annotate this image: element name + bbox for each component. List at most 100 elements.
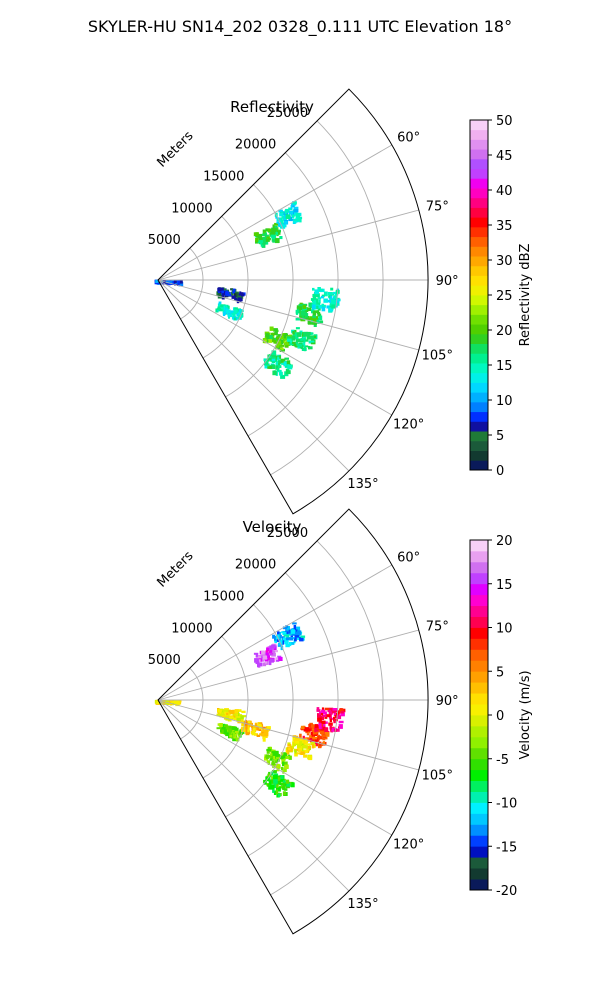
echo-pixel [308, 346, 313, 350]
colorbar-swatch [470, 572, 488, 585]
echo-pixel [233, 309, 238, 315]
echo-pixel [270, 232, 274, 236]
echo-pixel [337, 710, 340, 714]
echo-region [216, 287, 246, 304]
echo-pixel [322, 737, 326, 741]
echo-pixel [275, 365, 280, 370]
echo-pixel [271, 358, 276, 362]
echo-pixel [239, 715, 244, 720]
echo-pixel [171, 700, 175, 704]
echo-pixel [330, 287, 334, 291]
echo-pixel [321, 709, 326, 712]
echo-pixel [282, 632, 287, 635]
echo-pixel [292, 741, 296, 747]
echo-pixel [329, 711, 332, 715]
echo-pixel [253, 652, 259, 655]
theta-tick-label: 90° [436, 694, 459, 709]
echo-pixel [278, 209, 283, 213]
echo-pixel [276, 754, 280, 757]
colorbar-tick-label: 0 [496, 709, 504, 724]
echo-pixel [225, 709, 231, 714]
echo-pixel [309, 335, 315, 340]
echo-pixel [261, 733, 264, 737]
echo-pixel [224, 711, 226, 717]
echo-pixel [219, 307, 224, 311]
echo-pixel [288, 207, 293, 211]
echo-pixel [287, 364, 293, 370]
echo-pixel [335, 298, 341, 302]
echo-pixel [278, 360, 283, 364]
echo-pixel [280, 645, 284, 651]
echo-pixel [293, 206, 299, 210]
echo-pixel [271, 751, 276, 754]
echo-pixel [232, 726, 237, 731]
echo-pixel [317, 735, 320, 741]
colorbar-swatch [470, 333, 488, 345]
echo-pixel [228, 734, 231, 739]
echo-pixel [312, 296, 317, 302]
colorbar-swatch [470, 780, 488, 792]
echo-pixel [285, 214, 291, 220]
echo-pixel [278, 775, 284, 781]
echo-pixel [310, 732, 313, 737]
echo-pixel [317, 311, 321, 317]
echo-pixel [292, 331, 295, 335]
colorbar-swatch [470, 660, 488, 672]
echo-pixel [273, 755, 276, 759]
echo-pixel [284, 357, 289, 360]
echo-pixel [283, 634, 287, 637]
echo-pixel [289, 755, 292, 760]
colorbar-swatch [470, 747, 488, 760]
echo-pixel [215, 308, 219, 313]
echo-pixel [267, 760, 271, 765]
echo-pixel [299, 740, 303, 745]
echo-pixel [323, 724, 326, 727]
colorbar-tick-label: 35 [496, 219, 513, 234]
echo-pixel [286, 338, 291, 342]
echo-pixel [333, 291, 336, 295]
echo-pixel [217, 723, 220, 726]
echo-pixel [173, 280, 177, 283]
colorbar-swatch [470, 149, 488, 160]
echo-pixel [228, 731, 231, 735]
echo-pixel [269, 648, 273, 653]
echo-pixel [294, 631, 298, 636]
echo-pixel [305, 743, 311, 746]
echo-pixel [296, 635, 301, 640]
echo-pixel [293, 625, 297, 630]
theta-tick-label: 75° [426, 620, 449, 635]
echo-pixel [322, 741, 325, 745]
echo-pixel [265, 652, 269, 656]
echo-pixel [307, 746, 311, 749]
colorbar-swatch [470, 605, 488, 617]
echo-pixel [255, 238, 259, 242]
echo-pixel [277, 356, 280, 361]
echo-pixel [284, 341, 287, 346]
echo-pixel [303, 754, 308, 758]
colorbar-swatch [470, 616, 488, 628]
echo-pixel [236, 298, 240, 304]
echo-pixel [295, 213, 298, 218]
echo-pixel [309, 316, 315, 321]
echo-pixel [287, 632, 292, 636]
echo-pixel [218, 301, 222, 305]
echo-pixel [234, 317, 237, 321]
echo-pixel [323, 298, 328, 303]
echo-pixel [273, 339, 276, 344]
echo-pixel [232, 288, 236, 292]
echo-pixel [295, 309, 299, 314]
echo-pixel [318, 297, 322, 300]
echo-pixel [285, 755, 290, 759]
echo-pixel [155, 279, 159, 283]
echo-pixel [298, 305, 303, 311]
echo-pixel [271, 355, 275, 358]
echo-pixel [266, 751, 270, 754]
colorbar-label: Velocity (m/s) [518, 670, 533, 759]
colorbar-swatch [470, 353, 488, 364]
echo-pixel [318, 721, 323, 725]
echo-pixel [262, 236, 266, 241]
colorbar-swatch [470, 421, 488, 432]
echo-pixel [280, 217, 283, 221]
colorbar-swatch [470, 550, 488, 563]
echo-pixel [314, 738, 318, 742]
